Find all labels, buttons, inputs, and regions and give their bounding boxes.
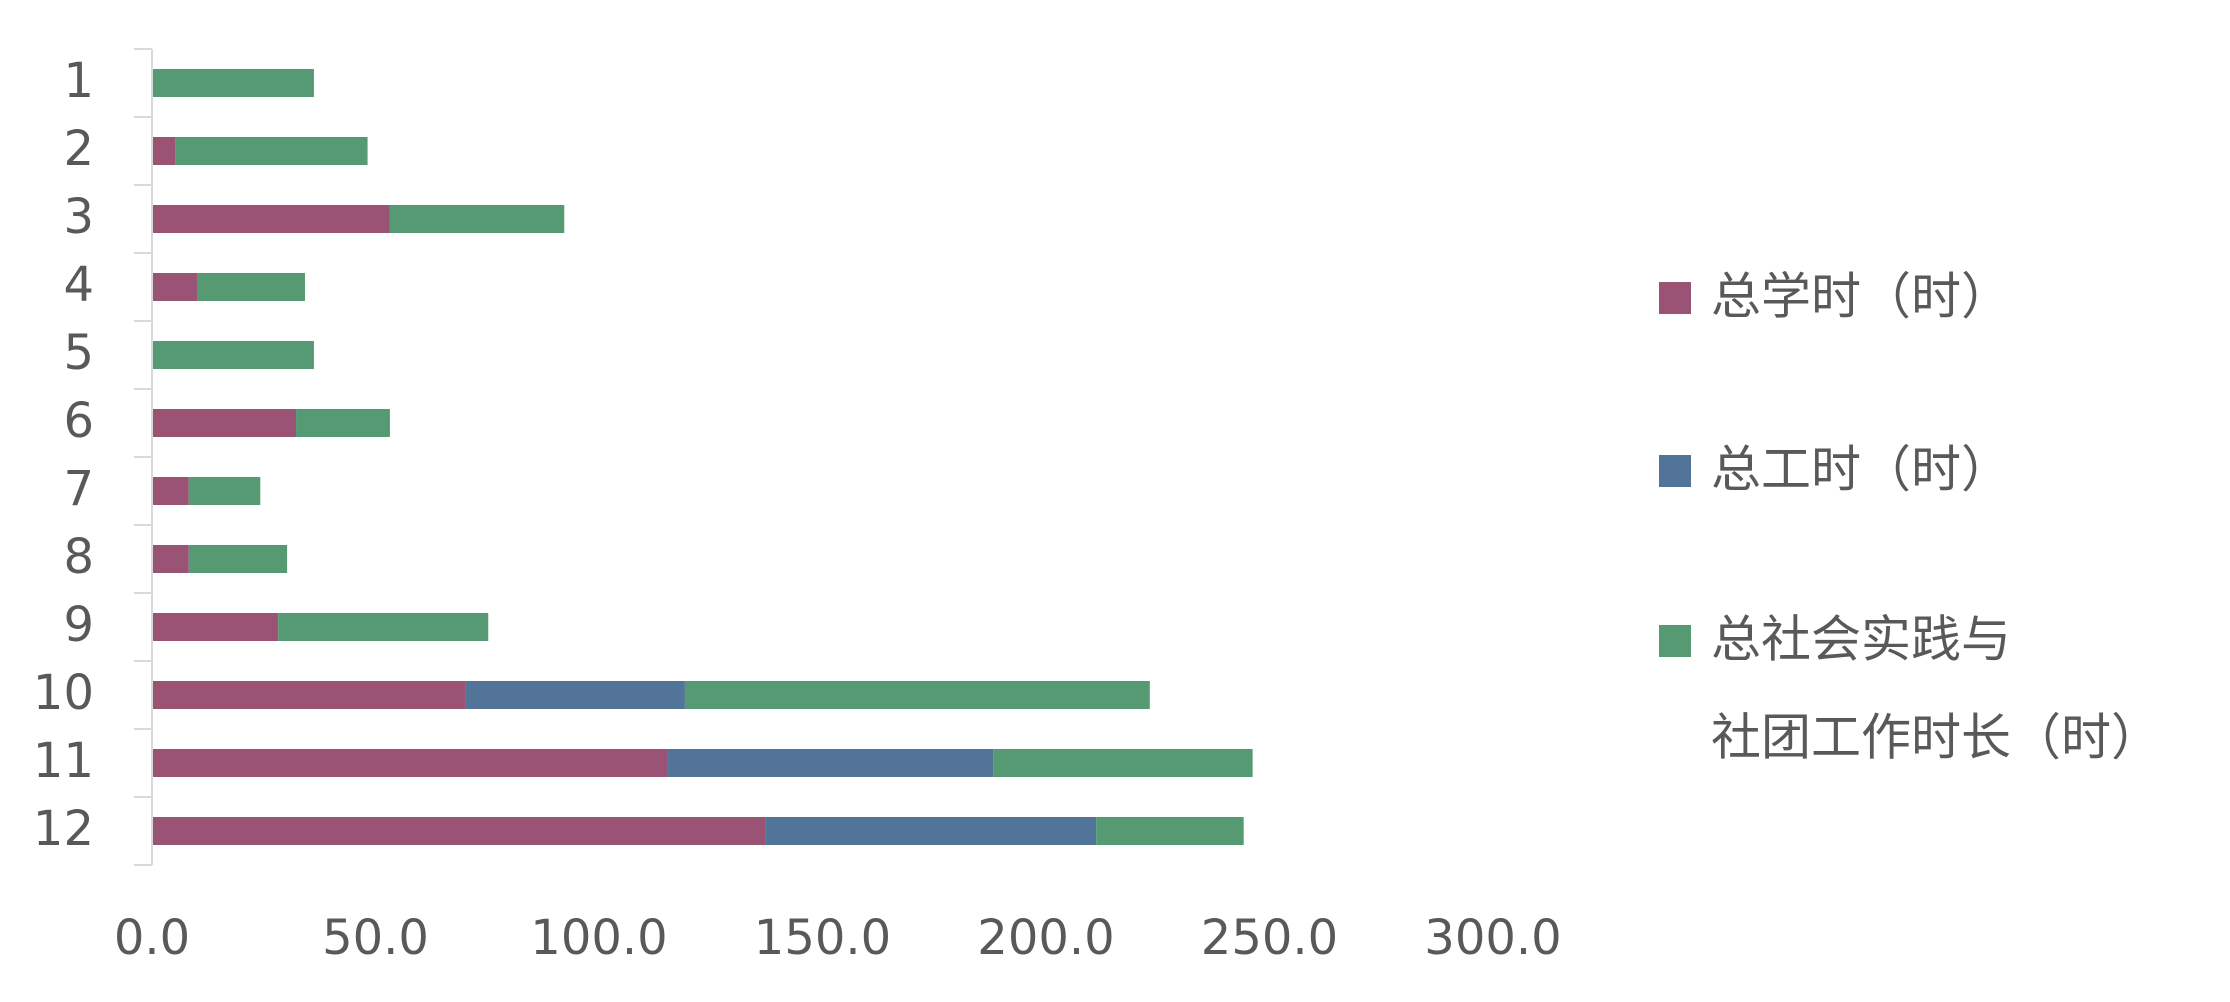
x-axis-tick-label: 100.0 [530,910,667,966]
x-axis-tick-label: 250.0 [1201,910,1338,966]
legend-label: 总社会实践与 [1711,611,2011,669]
bar-segment [175,137,368,165]
bar-segment [153,273,198,301]
bar-segment [296,409,390,437]
bar-segment [389,205,565,233]
x-axis-tick-label: 300.0 [1424,910,1561,966]
bar-segment [153,137,176,165]
y-axis-tick-label: 8 [63,529,94,585]
legend-label: 总学时（时） [1711,268,2011,326]
bar-segment [153,545,189,573]
bar-segment [197,273,305,301]
y-axis-tick-label: 7 [63,461,94,517]
bar-segment [153,749,668,777]
bar-segment [1096,817,1244,845]
bar-segment [153,409,297,437]
y-axis-tick-label: 11 [33,733,94,789]
y-axis-tick-label: 6 [63,393,94,449]
legend-swatch [1659,282,1691,314]
legend-swatch [1659,455,1691,487]
y-axis-tick-label: 1 [63,53,94,109]
y-axis-tick-label: 5 [63,325,94,381]
bar-segment [153,69,314,97]
bar-segment [765,817,1097,845]
bar-segment [684,681,1150,709]
y-axis-tick-label: 9 [63,597,94,653]
bar-segment [993,749,1253,777]
bar-segment [465,681,685,709]
bar-segment [667,749,994,777]
bar-segment [153,817,766,845]
y-axis-tick-label: 12 [33,801,94,857]
y-axis-tick-label: 10 [33,665,94,721]
bar-segment [188,545,288,573]
bar-segment [153,205,390,233]
x-axis-tick-label: 0.0 [114,910,190,966]
bar-segment [278,613,489,641]
x-axis-tick-label: 50.0 [322,910,429,966]
y-axis-tick-label: 2 [63,121,94,177]
bar-segment [153,681,466,709]
bar-segment [188,477,261,505]
legend-swatch [1659,625,1691,657]
legend-label: 总工时（时） [1711,441,2011,499]
y-axis-tick-label: 3 [63,189,94,245]
x-axis-tick-label: 200.0 [977,910,1114,966]
bar-segment [153,341,314,369]
y-axis-tick-label: 4 [63,257,94,313]
x-axis-tick-label: 150.0 [754,910,891,966]
bar-segment [153,613,279,641]
bar-segment [153,477,189,505]
legend-label: 社团工作时长（时） [1711,709,2161,767]
